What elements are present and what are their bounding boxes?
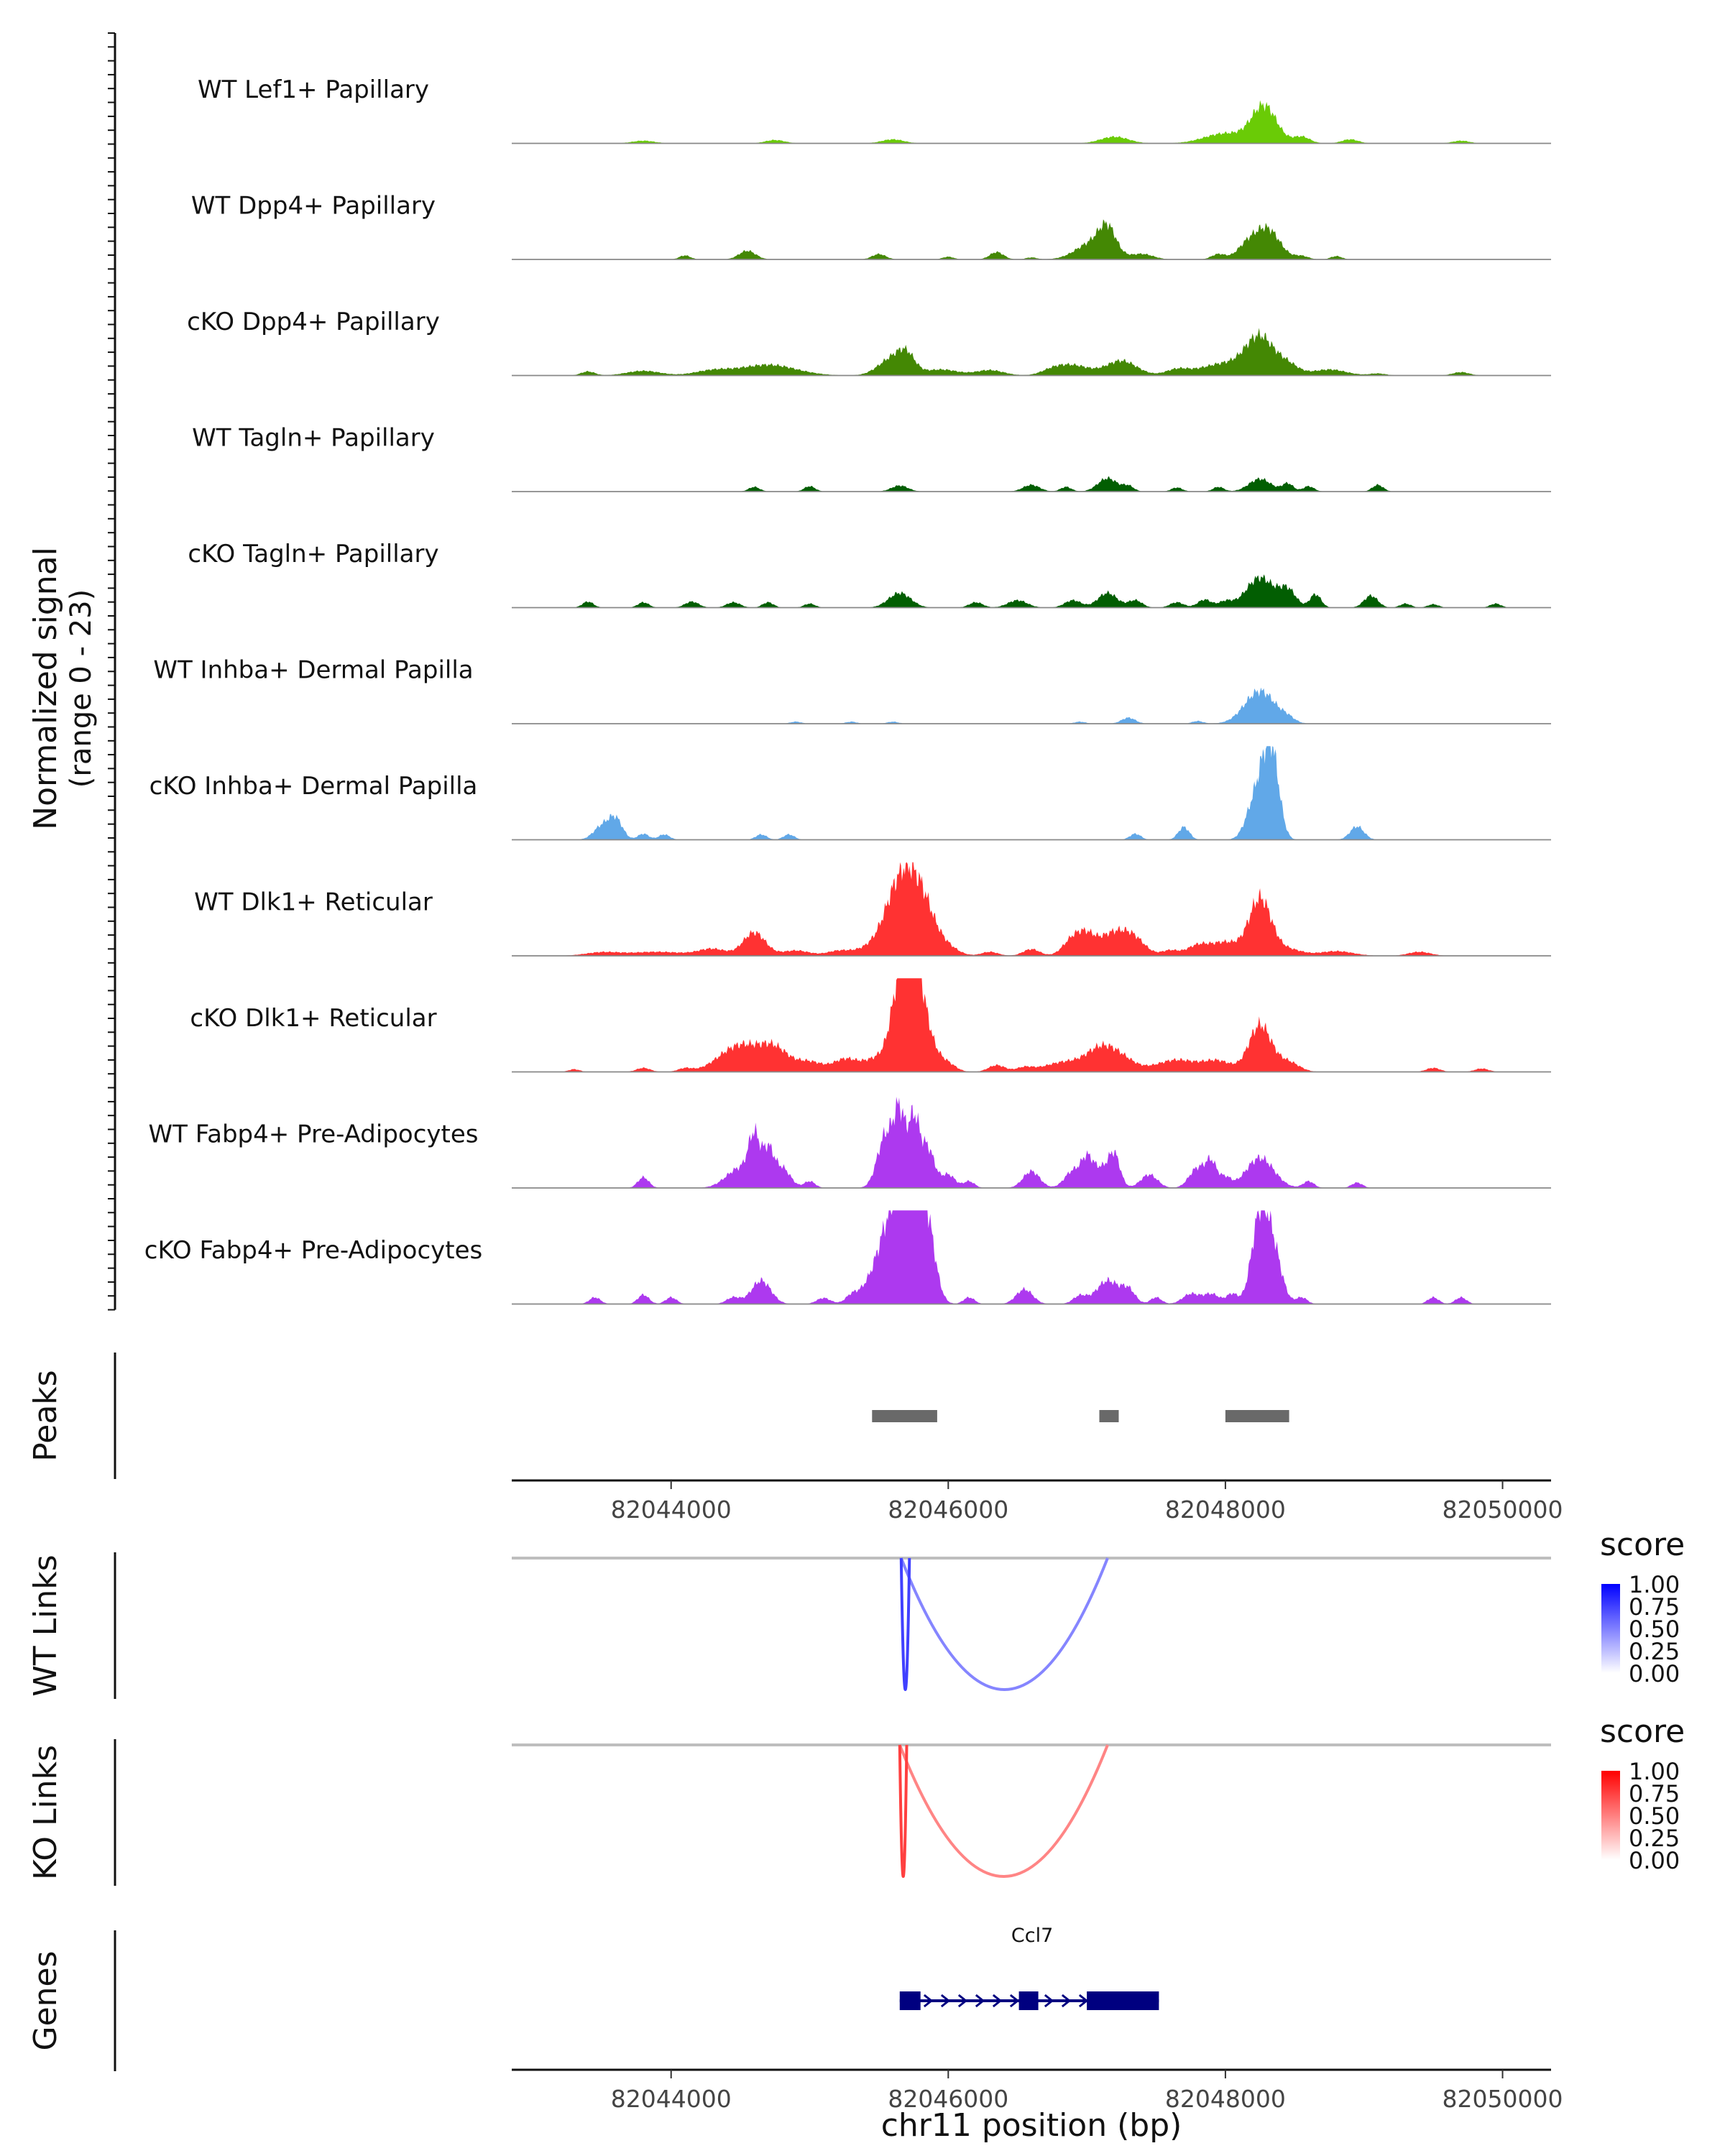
legend-tick-label-0: 0.75 <box>1629 1593 1680 1621</box>
gene-strand-arrow <box>957 1994 968 2008</box>
coverage-area-3 <box>512 476 1551 492</box>
link-arc-0-0 <box>899 1557 1109 1691</box>
track-label-0: WT Lef1+ Papillary <box>198 75 429 104</box>
gene-exon-2 <box>1087 1991 1159 2010</box>
peaks-x-axis-tick-label: 82046000 <box>888 1496 1008 1524</box>
legend-tick-label-0: 0.00 <box>1629 1660 1680 1687</box>
track-label-6: cKO Inhba+ Dermal Papilla <box>150 772 478 801</box>
gene-strand-arrow <box>923 1994 934 2008</box>
peaks-track-label: Peaks <box>27 1370 64 1461</box>
genes-track-label: Genes <box>27 1950 64 2050</box>
gene-name-0: Ccl7 <box>1011 1925 1053 1947</box>
coverage-area-1 <box>512 219 1551 259</box>
link-arc-0-1 <box>899 1557 911 1691</box>
legend-colorbar-0 <box>1601 1584 1620 1673</box>
links-track-label-1: KO Links <box>27 1745 64 1880</box>
peaks-x-axis-tick-label: 82048000 <box>1165 1496 1286 1524</box>
gene-strand-arrow <box>1078 1994 1089 2008</box>
link-arc-1-0 <box>898 1744 1109 1878</box>
links-track-label-0: WT Links <box>27 1554 64 1696</box>
link-arc-1-1 <box>898 1744 908 1878</box>
track-label-7: WT Dlk1+ Reticular <box>194 888 433 917</box>
legend-tick-label-1: 0.00 <box>1629 1847 1680 1874</box>
peaks-x-axis-tick-label: 82044000 <box>611 1496 732 1524</box>
genes-x-axis-tick-label: 82050000 <box>1443 2085 1563 2113</box>
track-label-10: cKO Fabp4+ Pre-Adipocytes <box>144 1236 483 1265</box>
track-label-8: cKO Dlk1+ Reticular <box>190 1004 436 1033</box>
legend-colorbar-1 <box>1601 1771 1620 1860</box>
track-label-4: cKO Tagln+ Papillary <box>188 540 438 568</box>
coverage-area-10 <box>512 1210 1551 1304</box>
legend-tick-label-1: 1.00 <box>1629 1758 1680 1785</box>
legend-tick-label-0: 0.25 <box>1629 1638 1680 1665</box>
coverage-y-label-range: (range 0 - 23) <box>65 589 98 788</box>
coverage-area-2 <box>512 328 1551 376</box>
track-label-5: WT Inhba+ Dermal Papilla <box>153 656 473 685</box>
gene-strand-arrow <box>1044 1994 1054 2008</box>
track-label-9: WT Fabp4+ Pre-Adipocytes <box>149 1120 479 1149</box>
genes-x-axis-tick-label: 82048000 <box>1165 2085 1286 2113</box>
coverage-y-label: Normalized signal <box>27 547 64 830</box>
legend-title-0: score <box>1600 1526 1685 1563</box>
coverage-area-9 <box>512 1097 1551 1188</box>
coverage-area-5 <box>512 687 1551 724</box>
track-label-3: WT Tagln+ Papillary <box>192 424 435 453</box>
track-label-2: cKO Dpp4+ Papillary <box>187 308 440 336</box>
coverage-area-0 <box>512 100 1551 144</box>
coverage-area-7 <box>512 862 1551 956</box>
peak-region-2 <box>1225 1410 1289 1422</box>
legend-tick-label-1: 0.25 <box>1629 1825 1680 1852</box>
peaks-x-axis-tick-label: 82050000 <box>1443 1496 1563 1524</box>
legend-tick-label-0: 1.00 <box>1629 1571 1680 1598</box>
peaks-panel: Peaks <box>27 1353 1289 1479</box>
peak-region-1 <box>1099 1410 1119 1422</box>
track-label-1: WT Dpp4+ Papillary <box>191 192 436 221</box>
legend-tick-label-1: 0.75 <box>1629 1780 1680 1807</box>
legend-title-1: score <box>1600 1713 1685 1750</box>
gene-strand-arrow <box>975 1994 985 2008</box>
gene-exon-1 <box>1018 1991 1039 2010</box>
axes: 82044000 82046000 82048000 82050000 82044000… <box>512 1479 1563 2144</box>
coverage-area-4 <box>512 574 1551 608</box>
gene-strand-arrow <box>940 1994 951 2008</box>
genes-x-axis-tick-label: 82046000 <box>888 2085 1008 2113</box>
gene-strand-arrow <box>1061 1994 1072 2008</box>
genes-x-axis-tick-label: 82044000 <box>611 2085 732 2113</box>
peak-region-0 <box>872 1410 937 1422</box>
gene-strand-arrow <box>992 1994 1003 2008</box>
legend-tick-label-0: 0.50 <box>1629 1616 1680 1643</box>
coverage-area-8 <box>512 978 1551 1072</box>
coverage-area-6 <box>512 746 1551 840</box>
gene-strand-arrow <box>1009 1994 1020 2008</box>
legend-tick-label-1: 0.50 <box>1629 1802 1680 1830</box>
coverage-panel: WT Lef1+ Papillary WT Dpp4+ Papillary cKO … <box>27 32 1551 1311</box>
genes-panel: Genes Ccl7 <box>27 1925 1159 2071</box>
gene-exon-0 <box>899 1991 921 2010</box>
x-axis-title: chr11 position (bp) <box>881 2107 1182 2144</box>
